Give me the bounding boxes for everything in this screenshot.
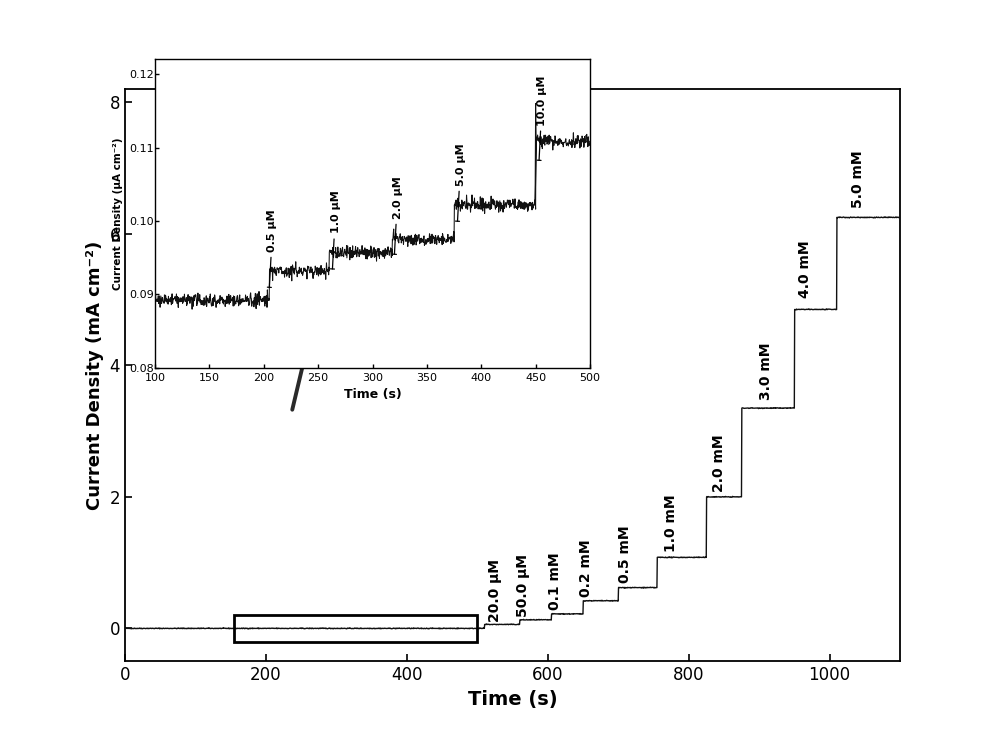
Text: 3.0 mM: 3.0 mM bbox=[759, 342, 773, 400]
Text: 0.5 μM: 0.5 μM bbox=[267, 210, 277, 288]
Text: 20.0 μM: 20.0 μM bbox=[488, 559, 502, 622]
Text: 0.5 mM: 0.5 mM bbox=[618, 525, 632, 583]
Text: 2.0 μM: 2.0 μM bbox=[392, 176, 403, 254]
Y-axis label: Current Density (μA cm⁻²): Current Density (μA cm⁻²) bbox=[113, 137, 123, 290]
Text: 2.0 mM: 2.0 mM bbox=[712, 434, 726, 492]
Text: 10.0 μM: 10.0 μM bbox=[537, 75, 547, 160]
Text: 1.0 μM: 1.0 μM bbox=[330, 191, 341, 269]
Bar bbox=[234, 615, 477, 641]
Text: 50.0 μM: 50.0 μM bbox=[516, 554, 530, 617]
X-axis label: Time (s): Time (s) bbox=[344, 388, 401, 401]
Y-axis label: Current Density (mA cm⁻²): Current Density (mA cm⁻²) bbox=[86, 241, 104, 510]
Text: 1.0 mM: 1.0 mM bbox=[664, 495, 678, 552]
Text: 0.2 mM: 0.2 mM bbox=[579, 539, 593, 597]
Text: 0.1 mM: 0.1 mM bbox=[548, 552, 562, 610]
Text: 5.0 mM: 5.0 mM bbox=[851, 150, 865, 207]
X-axis label: Time (s): Time (s) bbox=[468, 690, 557, 709]
Text: 4.0 mM: 4.0 mM bbox=[798, 241, 812, 298]
Text: 5.0 μM: 5.0 μM bbox=[456, 143, 466, 221]
